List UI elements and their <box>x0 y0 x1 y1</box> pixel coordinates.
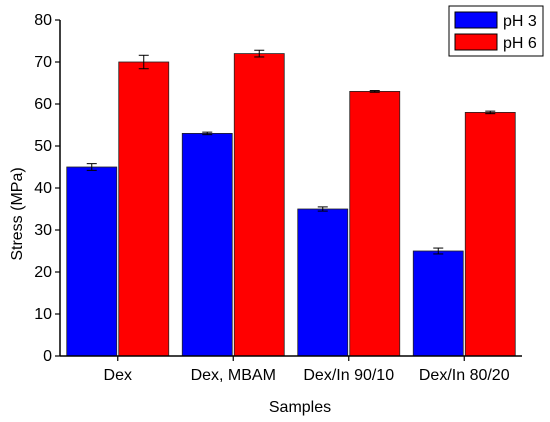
y-tick-label: 10 <box>34 306 52 323</box>
x-ticks-group: Dex Dex, MBAM Dex/In 90/10 Dex/In 80/20 <box>104 356 510 384</box>
bar-ph6 <box>464 112 516 357</box>
x-tick-label: Dex <box>104 367 132 384</box>
bar-ph3 <box>181 132 233 357</box>
bar-ph3 <box>297 208 349 357</box>
y-axis-title: Stress (MPa) <box>9 167 26 260</box>
bar-ph6 <box>233 53 285 357</box>
y-tick-label: 60 <box>34 96 52 113</box>
y-ticks-group: 0 10 20 30 40 50 60 70 80 <box>34 12 60 365</box>
legend-label-ph3: pH 3 <box>503 13 537 30</box>
x-tick-label: Dex/In 90/10 <box>303 367 394 384</box>
legend-swatch-ph6 <box>454 33 498 51</box>
bars-group <box>66 53 516 357</box>
legend-swatch-ph3 <box>454 11 498 29</box>
bar-ph6 <box>349 91 401 357</box>
error-bars-group <box>86 49 496 255</box>
bar-ph3 <box>66 166 118 357</box>
y-tick-label: 40 <box>34 180 52 197</box>
y-tick-label: 20 <box>34 264 52 281</box>
y-tick-label: 50 <box>34 138 52 155</box>
x-tick-label: Dex, MBAM <box>191 367 276 384</box>
y-tick-label: 80 <box>34 12 52 29</box>
y-tick-label: 70 <box>34 54 52 71</box>
x-axis-title: Samples <box>269 399 331 416</box>
y-tick-label: 30 <box>34 222 52 239</box>
x-tick-label: Dex/In 80/20 <box>419 367 510 384</box>
legend: pH 3 pH 6 <box>448 5 544 57</box>
y-tick-label: 0 <box>43 348 52 365</box>
bar-ph3 <box>412 250 464 357</box>
bar-ph6 <box>118 61 170 357</box>
legend-label-ph6: pH 6 <box>503 35 537 52</box>
